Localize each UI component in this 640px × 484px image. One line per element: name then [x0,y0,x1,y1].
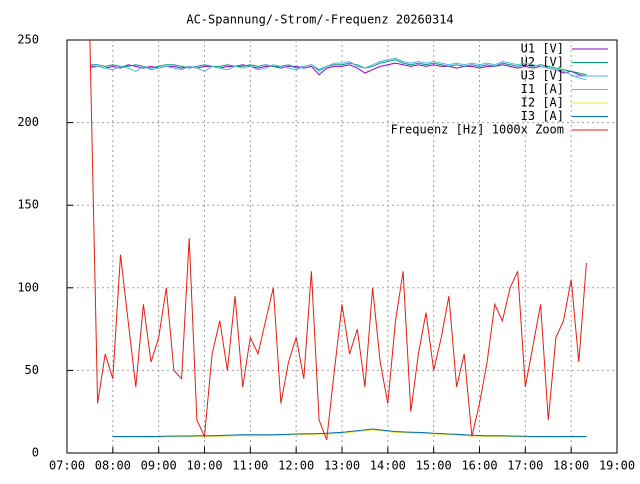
x-tick-label: 16:00 [461,459,497,473]
y-tick-label: 0 [32,446,39,460]
x-tick-label: 13:00 [324,459,360,473]
legend-label: Frequenz [Hz] 1000x Zoom [391,123,564,137]
x-tick-label: 11:00 [232,459,268,473]
series-line [89,62,587,77]
series-line [112,429,587,438]
y-tick-label: 200 [17,115,39,129]
legend-label: U3 [V] [521,69,564,83]
chart-title: AC-Spannung/-Strom/-Frequenz 20260314 [186,13,453,27]
series-line [89,39,587,440]
legend-label: I3 [A] [521,109,564,123]
x-tick-label: 08:00 [95,459,131,473]
legend-label: I2 [A] [521,96,564,110]
y-tick-label: 50 [25,363,39,377]
x-tick-label: 12:00 [278,459,314,473]
legend-label: U1 [V] [521,42,564,56]
x-tick-label: 10:00 [186,459,222,473]
x-tick-label: 19:00 [599,459,635,473]
series-line [89,59,587,76]
y-tick-label: 150 [17,198,39,212]
series-line [112,428,587,437]
series-line [89,57,587,81]
x-tick-label: 15:00 [416,459,452,473]
legend-label: U2 [V] [521,55,564,69]
x-tick-label: 07:00 [49,459,85,473]
x-tick-label: 17:00 [507,459,543,473]
y-tick-label: 100 [17,280,39,294]
x-tick-label: 09:00 [141,459,177,473]
legend-label: I1 [A] [521,82,564,96]
x-tick-label: 18:00 [553,459,589,473]
x-tick-label: 14:00 [370,459,406,473]
y-tick-label: 250 [17,33,39,47]
